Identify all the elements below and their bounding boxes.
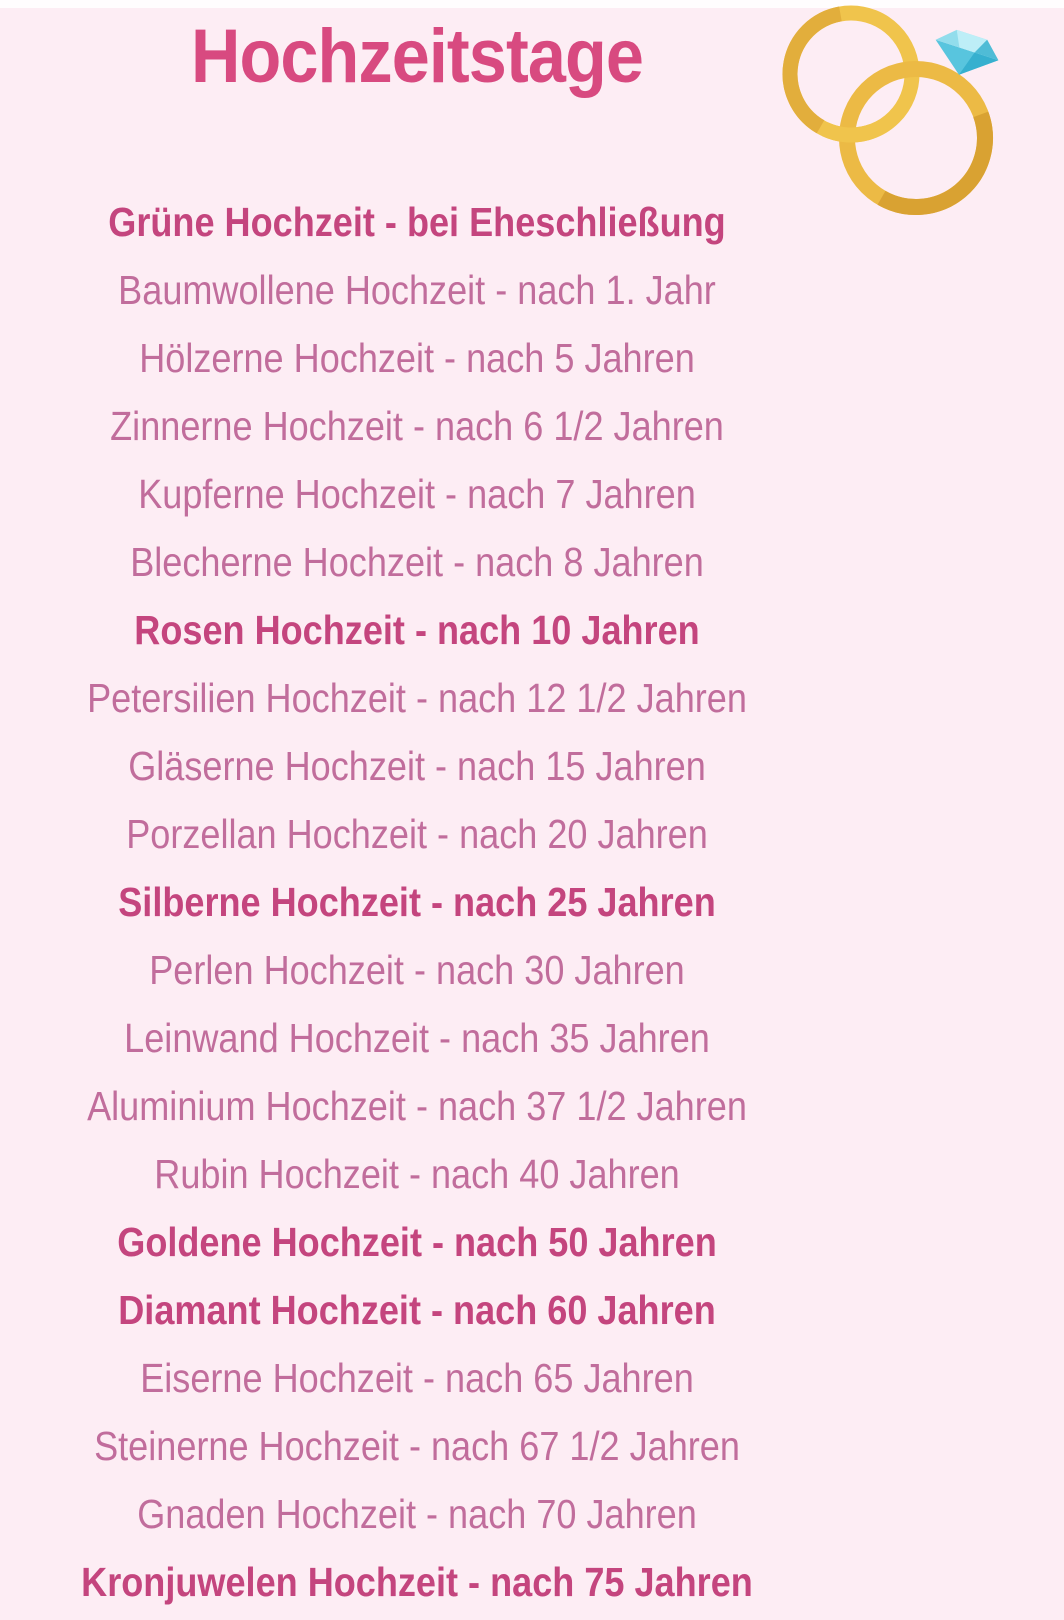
- anniversary-item: Petersilien Hochzeit - nach 12 1/2 Jahre…: [87, 675, 747, 721]
- page-title: Hochzeitstage: [190, 14, 644, 99]
- anniversary-item: Blecherne Hochzeit - nach 8 Jahren: [130, 539, 704, 585]
- anniversary-item: Leinwand Hochzeit - nach 35 Jahren: [124, 1015, 710, 1061]
- anniversary-item: Gnaden Hochzeit - nach 70 Jahren: [137, 1491, 697, 1537]
- anniversary-item: Diamant Hochzeit - nach 60 Jahren: [118, 1287, 716, 1333]
- anniversary-item: Baumwollene Hochzeit - nach 1. Jahr: [118, 267, 716, 313]
- anniversary-item: Steinerne Hochzeit - nach 67 1/2 Jahren: [94, 1423, 740, 1469]
- content-column: Hochzeitstage Grüne Hochzeit - bei Ehesc…: [0, 14, 834, 1616]
- anniversary-item: Eiserne Hochzeit - nach 65 Jahren: [140, 1355, 694, 1401]
- anniversary-item: Zinnerne Hochzeit - nach 6 1/2 Jahren: [110, 403, 724, 449]
- anniversary-item: Grüne Hochzeit - bei Eheschließung: [108, 199, 726, 245]
- anniversary-item: Perlen Hochzeit - nach 30 Jahren: [149, 947, 685, 993]
- ring-interlock-arc: [822, 122, 875, 143]
- top-edge-strip: [0, 0, 1064, 8]
- anniversary-item: Kronjuwelen Hochzeit - nach 75 Jahren: [81, 1559, 753, 1605]
- anniversary-item: Rubin Hochzeit - nach 40 Jahren: [154, 1151, 680, 1197]
- anniversary-item: Kupferne Hochzeit - nach 7 Jahren: [138, 471, 696, 517]
- diamond-icon: [935, 29, 999, 75]
- anniversary-item: Rosen Hochzeit - nach 10 Jahren: [134, 607, 700, 653]
- wedding-rings-icon: [782, 5, 999, 215]
- anniversary-item: Goldene Hochzeit - nach 50 Jahren: [117, 1219, 717, 1265]
- anniversary-item: Porzellan Hochzeit - nach 20 Jahren: [126, 811, 708, 857]
- anniversary-item: Gläserne Hochzeit - nach 15 Jahren: [128, 743, 706, 789]
- anniversary-list: Grüne Hochzeit - bei Eheschließung Baumwo…: [0, 188, 834, 1616]
- anniversary-item: Aluminium Hochzeit - nach 37 1/2 Jahren: [87, 1083, 747, 1129]
- anniversary-item: Silberne Hochzeit - nach 25 Jahren: [118, 879, 716, 925]
- anniversary-item: Hölzerne Hochzeit - nach 5 Jahren: [139, 335, 695, 381]
